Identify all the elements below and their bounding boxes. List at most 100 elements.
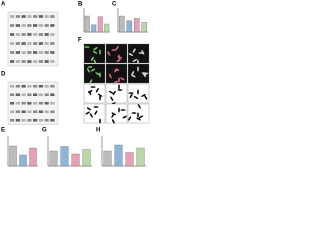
blot-band — [50, 93, 55, 97]
blot-band — [50, 118, 55, 122]
organelle — [137, 66, 139, 72]
organelle — [120, 109, 126, 111]
organelle — [118, 77, 120, 83]
blot-band — [27, 60, 32, 63]
organelle — [99, 118, 101, 124]
blot-band — [10, 84, 15, 88]
blot-band — [15, 84, 20, 88]
blot-band — [27, 118, 32, 122]
organelle — [107, 51, 111, 56]
blot-band — [21, 60, 26, 63]
blot-band — [44, 93, 49, 97]
blot-band — [44, 60, 49, 63]
organelle — [114, 68, 118, 73]
micrograph — [127, 63, 150, 84]
organelle — [93, 47, 98, 50]
blot-band — [10, 101, 15, 105]
panel-letter: H — [96, 128, 100, 134]
organelle — [93, 106, 99, 108]
blot-band — [27, 15, 32, 18]
blot-band — [27, 93, 32, 97]
bar — [49, 150, 58, 167]
micrograph — [105, 83, 128, 104]
organelle — [115, 45, 119, 51]
organelle — [117, 89, 123, 91]
blot-band — [38, 118, 43, 122]
organelle — [129, 93, 133, 99]
blot-band — [44, 84, 49, 88]
organelle — [93, 59, 97, 64]
organelle — [137, 59, 139, 65]
organelle — [95, 87, 99, 93]
blot-band — [10, 33, 15, 36]
organelle — [132, 48, 136, 53]
bar — [82, 149, 91, 167]
blot-band — [27, 110, 32, 114]
organelle — [118, 84, 120, 90]
blot-band — [10, 24, 15, 27]
organelle — [89, 113, 93, 118]
blot-band — [15, 51, 20, 54]
blot-band — [38, 93, 43, 97]
blot-band — [38, 60, 43, 63]
organelle — [128, 53, 134, 56]
blot-band — [15, 93, 20, 97]
organelle — [90, 86, 96, 88]
blot-band — [33, 60, 38, 63]
blot-band — [50, 24, 55, 27]
micrograph — [83, 43, 106, 64]
organelle — [137, 112, 139, 118]
bar — [125, 152, 134, 167]
organelle — [137, 89, 139, 95]
organelle — [138, 115, 144, 119]
blot-band — [44, 51, 49, 54]
organelle — [90, 68, 96, 72]
blot-band — [33, 118, 38, 122]
blot-band — [33, 101, 38, 105]
bar — [29, 147, 37, 167]
blot-band — [15, 101, 20, 105]
organelle — [141, 94, 146, 97]
blot-band — [33, 51, 38, 54]
blot-band — [44, 101, 49, 105]
bar — [97, 16, 103, 33]
blot-band — [50, 51, 55, 54]
blot-band — [33, 110, 38, 114]
bar — [91, 24, 97, 33]
organelle — [128, 92, 134, 94]
organelle — [118, 107, 120, 113]
panel-letter: B — [78, 2, 83, 8]
panel-letter: F — [78, 38, 82, 44]
bar — [133, 18, 140, 33]
blot-band — [15, 15, 20, 18]
bar — [136, 147, 145, 167]
blot-band — [50, 15, 55, 18]
blot-band — [38, 101, 43, 105]
bar — [84, 15, 90, 33]
blot-band — [27, 51, 32, 54]
blot-band — [10, 51, 15, 54]
blot-band — [33, 42, 38, 45]
organelle — [90, 56, 94, 62]
bar — [104, 23, 110, 33]
organelle — [92, 50, 98, 54]
organelle — [131, 74, 136, 78]
organelle — [88, 90, 93, 93]
organelle — [131, 71, 135, 76]
micrograph — [105, 103, 128, 124]
blot-band — [38, 42, 43, 45]
organelle — [133, 96, 139, 99]
blot-band — [38, 84, 43, 88]
panel-letter: A — [1, 2, 6, 8]
organelle — [110, 96, 114, 101]
organelle — [86, 107, 92, 111]
organelle — [116, 59, 121, 62]
bar — [118, 15, 125, 33]
organelle — [87, 66, 93, 68]
organelle — [141, 72, 147, 74]
blot-frame — [7, 81, 59, 125]
blot-band — [50, 84, 55, 88]
blot-band — [10, 118, 15, 122]
blot-band — [27, 42, 32, 45]
organelle — [131, 112, 137, 114]
